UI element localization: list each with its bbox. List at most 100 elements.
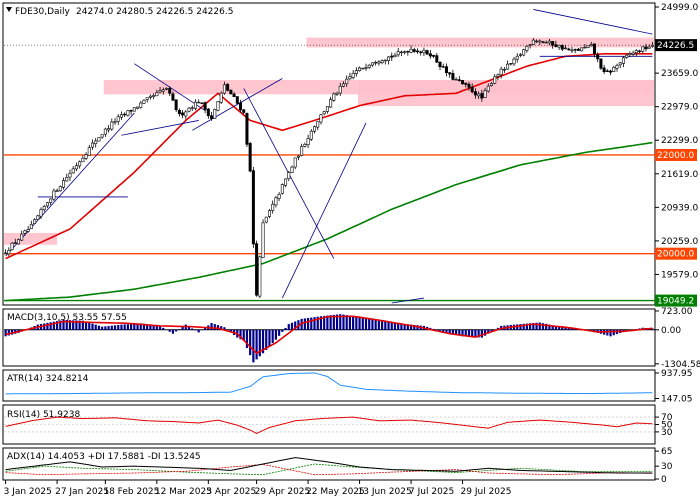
candle-body — [87, 147, 91, 156]
candle-body — [132, 107, 136, 112]
candle-body — [7, 249, 11, 255]
macd-bar — [284, 327, 287, 330]
candle-body — [374, 61, 378, 64]
candle-body — [554, 44, 558, 47]
candle-body — [547, 40, 551, 44]
candle-body — [16, 239, 20, 245]
candle-body — [345, 78, 349, 84]
macd-bar — [400, 323, 403, 330]
macd-panel[interactable]: 723.00 0.00 -1304.58 MACD(3,10,5) 53.55 57… — [2, 307, 700, 370]
macd-bar — [97, 325, 101, 330]
candle-body — [573, 49, 577, 51]
candle-body — [255, 243, 259, 296]
dropdown-triangle-icon[interactable] — [6, 7, 12, 12]
macd-bar — [380, 320, 384, 330]
macd-bar — [171, 329, 175, 334]
macd-bar — [319, 316, 323, 330]
candle-body — [444, 66, 448, 74]
candle-body — [412, 49, 416, 52]
candle-body — [4, 252, 8, 255]
macd-bar — [557, 326, 561, 330]
candle-body — [448, 72, 452, 75]
candle-body — [641, 46, 645, 52]
macd-bar — [271, 329, 274, 344]
candle-body — [113, 121, 117, 123]
panel-tick-label: 937.95 — [661, 369, 693, 379]
date-tick-label: 7 Jul 2025 — [409, 487, 454, 497]
candle-body — [332, 93, 336, 101]
candle-body — [242, 109, 246, 113]
candle-body — [68, 172, 72, 178]
candle-body — [174, 99, 178, 111]
macd-bar — [393, 322, 397, 330]
atr-panel[interactable]: 937.95 147.05 ATR(14) 324.8214 — [2, 369, 693, 404]
macd-bar — [525, 323, 528, 330]
panel-tick-label: 70 — [661, 413, 673, 423]
rsi-title: RSI(14) 51.9238 — [7, 410, 80, 420]
macd-bar — [46, 322, 49, 330]
last-price-tag — [655, 39, 697, 52]
macd-bar — [68, 320, 72, 330]
macd-bar — [130, 323, 133, 330]
macd-bar — [78, 320, 81, 330]
candle-body — [560, 45, 564, 50]
macd-bar — [403, 323, 406, 330]
candle-body — [383, 59, 387, 62]
macd-bar — [567, 327, 570, 330]
macd-bar — [81, 320, 84, 330]
candle-body — [277, 193, 281, 199]
macd-bar — [335, 314, 339, 330]
candle-body — [261, 222, 265, 258]
candle-body — [293, 157, 297, 168]
atr-line — [5, 372, 653, 395]
macd-bar — [606, 329, 609, 336]
candle-body — [502, 68, 506, 71]
macd-bar — [609, 329, 612, 337]
trend-line — [533, 9, 653, 35]
candle-body — [461, 80, 465, 85]
candle-body — [351, 73, 355, 78]
macd-bar — [261, 329, 265, 354]
candle-body — [65, 177, 69, 182]
macd-bar — [158, 325, 162, 330]
candle-body — [518, 54, 522, 56]
date-tick-label: 27 Jan 2025 — [55, 487, 109, 497]
macd-bar — [210, 323, 213, 330]
panel-tick-label: 0.00 — [661, 326, 681, 336]
macd-bar — [361, 317, 364, 330]
macd-bar — [178, 329, 181, 330]
macd-bar — [249, 329, 252, 356]
symbol-label: FDE30,Daily — [15, 7, 71, 17]
price-panel[interactable]: 22000.0 20000.0 19049.2 24999.0 23659.0 2297… — [2, 2, 698, 307]
candle-body — [377, 61, 381, 64]
candle-body — [396, 51, 400, 56]
candle-body — [605, 70, 609, 72]
macd-bar — [162, 327, 165, 330]
candle-body — [464, 82, 468, 85]
macd-bar — [306, 317, 310, 330]
candle-body — [103, 128, 107, 135]
candle-body — [33, 219, 37, 224]
candle-body — [621, 57, 625, 64]
level-tag — [655, 294, 697, 307]
candle-body — [222, 84, 226, 94]
macd-bar — [213, 324, 216, 330]
macd-bar — [339, 314, 342, 330]
candle-body — [538, 40, 542, 43]
price-tick-label: 22299.0 — [661, 136, 698, 146]
candle-body — [229, 89, 233, 95]
adx-panel[interactable]: 65 30 0 ADX(14) 14.4053 +DI 17.5881 -DI 13… — [2, 447, 673, 485]
macd-bar — [387, 321, 390, 330]
trend-line — [5, 112, 135, 257]
candle-body — [380, 60, 384, 63]
candle-body — [477, 93, 481, 97]
resistance-zone-4 — [4, 232, 58, 245]
candle-body — [467, 83, 471, 88]
atr-title: ATR(14) 324.8214 — [7, 374, 89, 384]
macd-bar — [529, 323, 532, 330]
macd-bar — [390, 322, 393, 330]
macd-bar — [342, 314, 345, 330]
macd-bar — [651, 328, 654, 330]
